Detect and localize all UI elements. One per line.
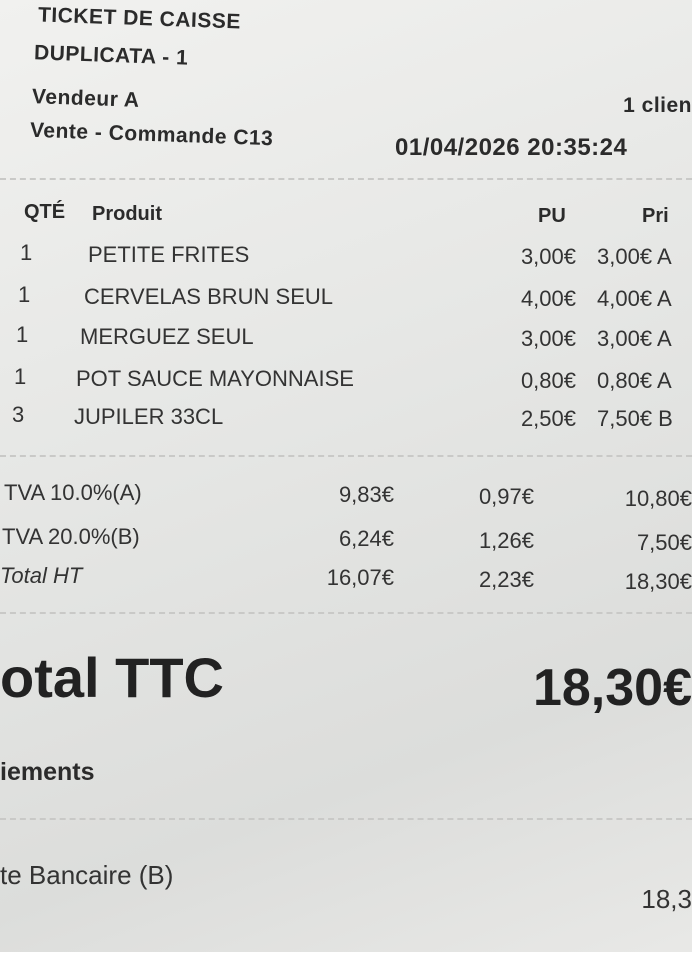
item-qty: 1: [14, 364, 27, 389]
subtitle: DUPLICATA - 1: [33, 41, 189, 70]
payment-method: te Bancaire (B): [0, 860, 174, 890]
item-qty: 1: [20, 240, 33, 265]
tax-label: TVA 10.0%(A): [4, 480, 142, 505]
tax-amount: 2,23€: [478, 567, 534, 592]
item-price: 3,00€ A: [597, 326, 672, 351]
tax-base: 6,24€: [338, 526, 394, 551]
item-qty: 1: [18, 282, 31, 307]
item-name: MERGUEZ SEUL: [80, 324, 254, 349]
tax-total: 18,30€: [624, 569, 692, 594]
edge: [0, 952, 692, 970]
tax-base: 9,83€: [338, 482, 394, 507]
item-name: PETITE FRITES: [88, 242, 250, 267]
item-price: 7,50€ B: [597, 406, 673, 431]
item-unit-price: 3,00€: [520, 326, 576, 351]
payment-amount: 18,3: [641, 884, 692, 914]
title: TICKET DE CAISSE: [37, 3, 242, 34]
item-price: 4,00€ A: [597, 286, 672, 311]
item-price: 3,00€ A: [597, 244, 672, 269]
item-name: POT SAUCE MAYONNAISE: [76, 366, 354, 391]
column-header: Pri: [642, 205, 669, 227]
total-label: otal TTC: [0, 646, 224, 709]
tax-base: 16,07€: [326, 565, 394, 590]
item-price: 0,80€ A: [597, 368, 672, 393]
tax-total: 10,80€: [624, 486, 692, 511]
tax-amount: 0,97€: [478, 484, 534, 509]
payments-title: iements: [0, 758, 95, 786]
item-unit-price: 3,00€: [520, 244, 576, 269]
column-header: PU: [538, 205, 566, 227]
tax-total: 7,50€: [636, 530, 692, 555]
separator: [0, 455, 692, 457]
separator: [0, 612, 692, 614]
order: Vente - Commande C13: [29, 118, 274, 151]
tax-label: Total HT: [0, 563, 83, 588]
seller: Vendeur A: [31, 85, 140, 112]
total-value: 18,30€: [532, 659, 692, 717]
item-unit-price: 0,80€: [520, 368, 576, 393]
item-qty: 1: [16, 322, 29, 347]
tax-amount: 1,26€: [478, 528, 534, 553]
item-unit-price: 2,50€: [520, 406, 576, 431]
column-header: QTÉ: [24, 201, 66, 223]
column-header: Produit: [92, 203, 162, 225]
tax-label: TVA 20.0%(B): [2, 524, 140, 549]
datetime: 01/04/2026 20:35:24: [395, 134, 628, 161]
item-unit-price: 4,00€: [520, 286, 576, 311]
item-qty: 3: [12, 402, 25, 427]
item-name: JUPILER 33CL: [74, 404, 224, 429]
item-name: CERVELAS BRUN SEUL: [84, 284, 334, 309]
clients: 1 clien: [623, 94, 692, 117]
separator: [0, 178, 692, 180]
separator: [0, 818, 692, 820]
